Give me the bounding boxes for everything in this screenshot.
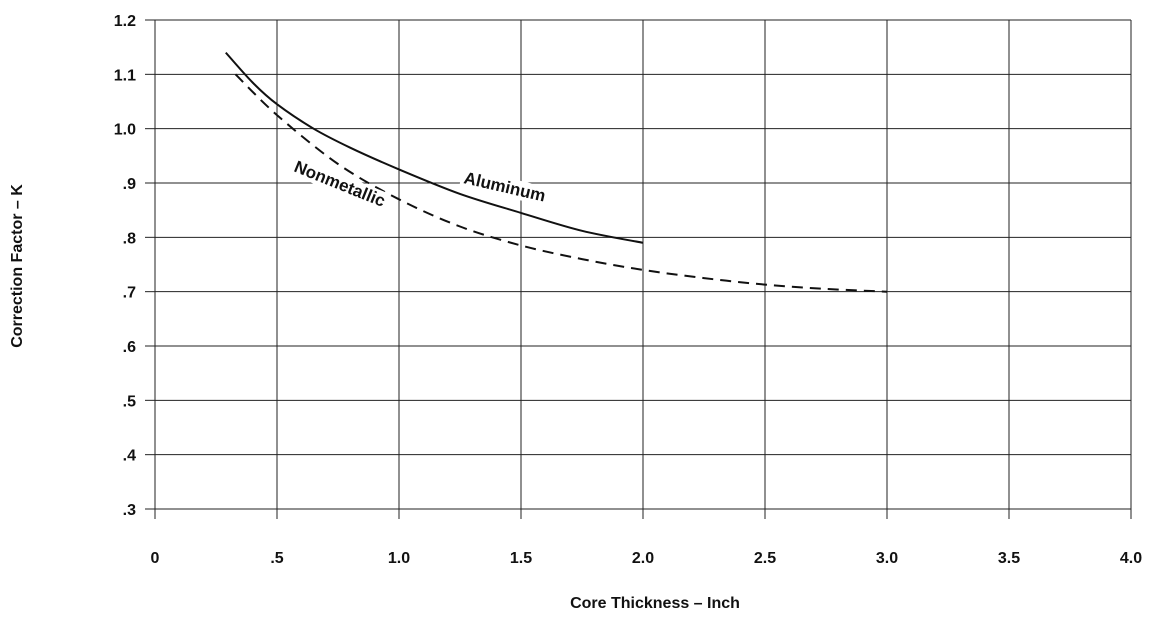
series-line-nonmetallic <box>234 73 888 293</box>
y-axis-ticks: .3 .4 .5 .6 .7 .8 .9 1.0 1.1 1.2 <box>114 13 155 519</box>
y-tick-label-8: 1.1 <box>114 67 136 84</box>
x-tick-label-2: 1.0 <box>388 550 410 567</box>
y-tick-label-5: .8 <box>123 230 136 247</box>
series-label-nonmetallic: Nonmetallic <box>292 157 388 211</box>
y-tick-label-3: .6 <box>123 339 136 356</box>
y-tick-label-6: .9 <box>123 176 136 193</box>
y-tick-label-4: .7 <box>123 285 136 302</box>
x-tick-label-5: 2.5 <box>754 550 776 567</box>
chart-grid <box>154 19 1132 510</box>
x-axis-ticks: 0 .5 1.0 1.5 2.0 2.5 3.0 3.5 4.0 <box>151 509 1142 567</box>
x-tick-label-8: 4.0 <box>1120 550 1142 567</box>
x-tick-label-4: 2.0 <box>632 550 654 567</box>
x-tick-label-0: 0 <box>151 550 160 567</box>
y-tick-label-1: .4 <box>123 448 136 465</box>
series-line-aluminum <box>225 51 644 244</box>
x-tick-label-3: 1.5 <box>510 550 532 567</box>
y-tick-label-2: .5 <box>123 393 136 410</box>
y-tick-label-9: 1.2 <box>114 13 136 30</box>
x-tick-label-7: 3.5 <box>998 550 1020 567</box>
y-tick-label-0: .3 <box>123 502 136 519</box>
chart-series <box>225 51 888 293</box>
x-tick-label-6: 3.0 <box>876 550 898 567</box>
x-tick-label-1: .5 <box>270 550 283 567</box>
label-nonmetallic-background <box>288 155 391 212</box>
y-tick-label-7: 1.0 <box>114 122 136 139</box>
y-axis-title: Correction Factor – K <box>9 184 26 348</box>
label-aluminum-background <box>459 167 551 207</box>
series-label-aluminum: Aluminum <box>462 168 547 205</box>
x-axis-title: Core Thickness – Inch <box>570 595 740 612</box>
